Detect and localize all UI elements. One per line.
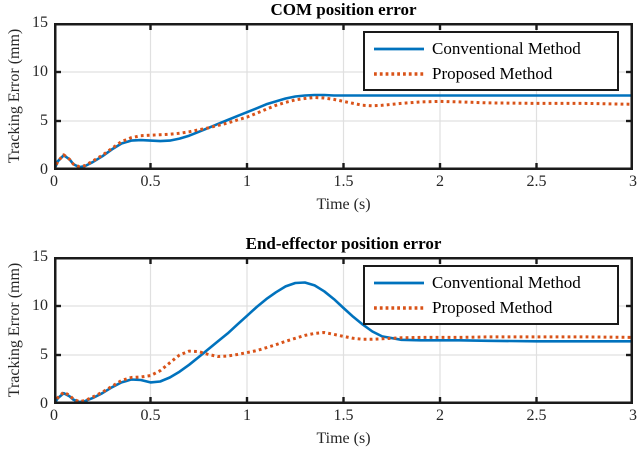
- x-tick-label: 1.5: [333, 407, 354, 424]
- dotted-line-sample-icon: [374, 71, 424, 76]
- chart-end-effector-position-error: End-effector position error Tracking Err…: [0, 234, 640, 467]
- legend-item-conventional: Conventional Method: [373, 270, 613, 295]
- x-tick-label: 2: [436, 407, 444, 424]
- y-tick-label: 0: [40, 395, 48, 412]
- chart-title: End-effector position error: [245, 234, 442, 253]
- y-tick-label: 15: [32, 248, 48, 265]
- y-tick-label: 10: [32, 297, 48, 314]
- x-tick-label: 2.5: [526, 173, 547, 190]
- y-axis-label: Tracking Error (mm): [6, 262, 23, 398]
- legend-label: Conventional Method: [432, 38, 581, 58]
- x-tick-label: 0.5: [140, 173, 161, 190]
- x-tick-label: 2.5: [526, 407, 547, 424]
- y-tick-label: 15: [32, 14, 48, 31]
- x-axis-label: Time (s): [316, 430, 371, 447]
- x-tick-label: 0.5: [140, 407, 161, 424]
- legend: Conventional Method Proposed Method: [363, 265, 619, 325]
- legend-item-proposed: Proposed Method: [373, 61, 613, 86]
- chart-com-position-error: COM position error Tracking Error (mm) 0…: [0, 0, 640, 233]
- legend-label: Proposed Method: [432, 297, 553, 317]
- x-tick-label: 1: [243, 407, 251, 424]
- y-axis-label: Tracking Error (mm): [6, 28, 23, 164]
- x-tick-label: 3: [629, 407, 637, 424]
- y-tick-label: 10: [32, 63, 48, 80]
- x-tick-label: 0: [50, 407, 58, 424]
- y-tick-label: 0: [40, 161, 48, 178]
- x-axis-label: Time (s): [316, 196, 371, 213]
- x-tick-label: 3: [629, 173, 637, 190]
- x-tick-label: 1.5: [333, 173, 354, 190]
- legend-item-conventional: Conventional Method: [373, 36, 613, 61]
- x-tick-label: 2: [436, 173, 444, 190]
- plot-area: [54, 257, 633, 404]
- dotted-line-sample-icon: [374, 305, 424, 310]
- chart-title: COM position error: [270, 0, 417, 19]
- y-tick-label: 5: [40, 112, 48, 129]
- x-tick-label: 0: [50, 173, 58, 190]
- solid-line-sample-icon: [374, 47, 424, 50]
- legend-label: Proposed Method: [432, 63, 553, 83]
- legend-label: Conventional Method: [432, 272, 581, 292]
- x-tick-label: 1: [243, 173, 251, 190]
- solid-line-sample-icon: [374, 281, 424, 284]
- legend: Conventional Method Proposed Method: [363, 31, 619, 91]
- legend-item-proposed: Proposed Method: [373, 295, 613, 320]
- y-tick-label: 5: [40, 346, 48, 363]
- plot-area: [54, 23, 633, 170]
